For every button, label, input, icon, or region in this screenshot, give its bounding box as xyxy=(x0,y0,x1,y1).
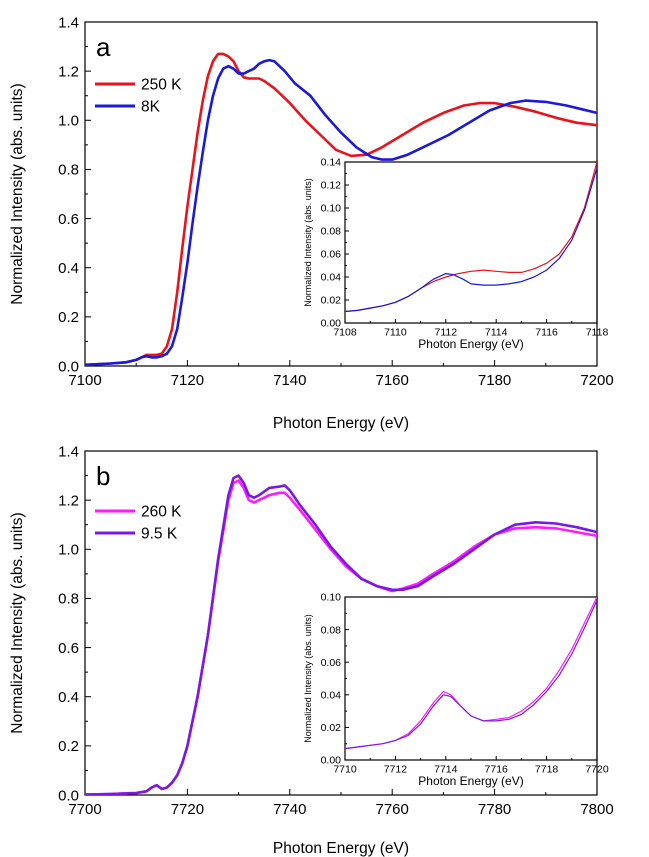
panel-b-inset-ytick-label: 0.06 xyxy=(321,657,342,669)
panel-b-ytick-label: 0.4 xyxy=(58,689,79,706)
panel-b-inset-xtick-label: 7718 xyxy=(535,764,559,776)
panel-b-ytick-label: 1.0 xyxy=(58,542,79,559)
panel-b-inset-xlabel: Photon Energy (eV) xyxy=(418,774,523,788)
panel-b-inset-ylabel: Normalized Intensity (abs. units) xyxy=(303,614,313,743)
panel-b-ytick-label: 0.8 xyxy=(58,591,79,608)
panel-a-ytick-label: 1.2 xyxy=(58,63,79,80)
panel-a-xtick-label: 7140 xyxy=(273,372,306,389)
panel-a-ytick-label: 0.4 xyxy=(58,260,79,277)
panel-a-inset-ylabel: Normalized Intensity (abs. units) xyxy=(303,178,313,307)
panel-a-label: a xyxy=(96,32,111,62)
panel-a-inset-xlabel: Photon Energy (eV) xyxy=(418,337,523,351)
panel-a-inset-ytick-label: 0.10 xyxy=(321,203,342,215)
panel-b-ytick-label: 0.2 xyxy=(58,738,79,755)
panel-b-ytick-label: 0.6 xyxy=(58,640,79,657)
panel-b-ytick-label: 1.2 xyxy=(58,492,79,509)
panel-a-inset-xtick-label: 7116 xyxy=(535,327,558,339)
panel-b-inset-xtick-label: 7714 xyxy=(434,764,458,776)
panel-b-inset-ytick-label: 0.10 xyxy=(321,592,342,604)
panel-a-xtick-label: 7100 xyxy=(68,372,101,389)
panel-a-legend-label-1: 8K xyxy=(141,99,161,116)
panel-a-xtick-label: 7200 xyxy=(580,372,613,389)
panel-a-inset-ytick-label: 0.04 xyxy=(321,272,342,284)
panel-b-series-line-1 xyxy=(85,474,597,795)
panel-b-inset-series-line-0 xyxy=(345,597,597,750)
panel-b-inset-xtick-label: 7710 xyxy=(333,764,357,776)
panel-b-inset-xtick-label: 7716 xyxy=(485,764,509,776)
panel-a-ylabel: Normalized Intensity (abs. units) xyxy=(9,83,26,304)
panel-a-inset-ytick-label: 0.00 xyxy=(321,318,342,330)
panel-a-xtick-label: 7180 xyxy=(478,372,511,389)
panel-a-series-line-1 xyxy=(85,58,597,366)
panel-b-xtick-label: 7720 xyxy=(171,801,204,818)
panel-b-legend-label-1: 9.5 K xyxy=(141,526,178,543)
panel-b-ytick-label: 0.0 xyxy=(58,787,79,804)
panel-a-xtick-label: 7160 xyxy=(376,372,409,389)
panel-b-inset-ytick-label: 0.00 xyxy=(321,755,342,767)
panel-a-legend-label-0: 250 K xyxy=(141,77,182,94)
panel-a-inset-series-line-0 xyxy=(345,162,597,313)
panel-a-inset-ytick-label: 0.06 xyxy=(321,249,342,261)
panel-a-ytick-label: 0.8 xyxy=(58,162,79,179)
panel-b-inset-xtick-label: 7720 xyxy=(585,764,609,776)
panel-a-inset-xtick-label: 7110 xyxy=(384,327,407,339)
panel-b-inset-series-line-1 xyxy=(345,600,597,750)
panel-a-ytick-label: 0.6 xyxy=(58,211,79,228)
panel-a-inset-ytick-label: 0.12 xyxy=(321,180,342,192)
panel-b-inset-xtick-label: 7712 xyxy=(384,764,408,776)
panel-b-legend-label-0: 260 K xyxy=(141,504,182,521)
panel-a-inset-xtick-label: 7114 xyxy=(485,327,508,339)
panel-a-inset-ytick-label: 0.08 xyxy=(321,226,342,238)
panel-a-ytick-label: 1.0 xyxy=(58,113,79,130)
panel-a-inset-ytick-label: 0.14 xyxy=(321,157,342,169)
panel-b-ylabel: Normalized Intensity (abs. units) xyxy=(9,512,26,733)
panel-a-inset-xtick-label: 7108 xyxy=(333,327,357,339)
panel-a-inset-xtick-label: 7118 xyxy=(586,327,609,339)
panel-a-inset-series-line-1 xyxy=(345,167,597,313)
panel-a-inset-frame xyxy=(344,161,598,324)
panel-a-ytick-label: 1.4 xyxy=(58,14,79,31)
panel-b-xtick-label: 7780 xyxy=(478,801,511,818)
panel-b-inset-frame xyxy=(344,596,598,761)
panel-a-frame xyxy=(84,21,598,367)
panel-b-inset-ytick-label: 0.08 xyxy=(321,624,342,636)
panel-b-xtick-label: 7760 xyxy=(376,801,409,818)
panel-a-inset-ytick-label: 0.02 xyxy=(321,295,342,307)
panel-a-xlabel: Photon Energy (eV) xyxy=(273,415,409,432)
panel-b-xtick-label: 7800 xyxy=(580,801,613,818)
panel-b-label: b xyxy=(96,461,110,491)
panel-b-xlabel: Photon Energy (eV) xyxy=(273,840,409,857)
panel-a-xtick-label: 7120 xyxy=(171,372,204,389)
panel-a-ytick-label: 0.2 xyxy=(58,309,79,326)
panel-b-ytick-label: 1.4 xyxy=(58,443,79,460)
panel-a-ytick-label: 0.0 xyxy=(58,358,79,375)
panel-b-xtick-label: 7700 xyxy=(68,801,101,818)
panel-b-xtick-label: 7740 xyxy=(273,801,306,818)
panel-b-inset-ytick-label: 0.04 xyxy=(321,689,342,701)
panel-b-inset-ytick-label: 0.02 xyxy=(321,722,342,734)
panel-a-inset-xtick-label: 7112 xyxy=(435,327,458,339)
